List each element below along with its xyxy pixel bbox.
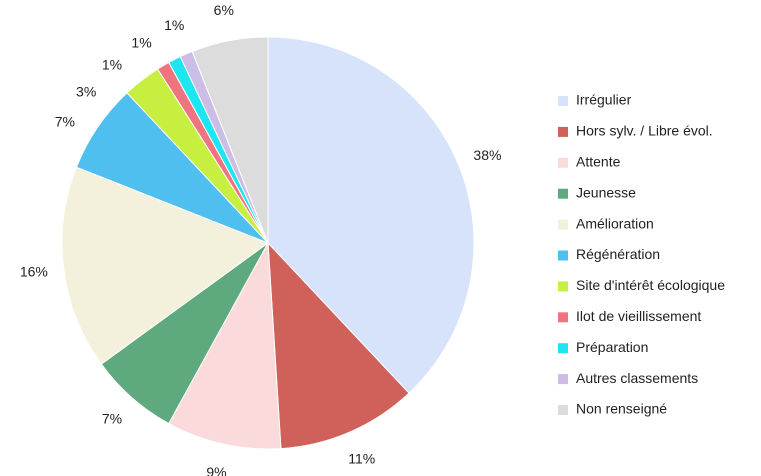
pie-slice: [61, 166, 270, 365]
data-label: 1%: [102, 57, 122, 73]
legend-label: Autres classements: [576, 370, 698, 386]
legend-swatch: [558, 126, 568, 137]
legend-swatch: [558, 312, 568, 323]
legend-swatch: [558, 250, 568, 261]
data-label: 11%: [348, 450, 375, 466]
pie-slice: [267, 241, 410, 450]
legend-swatch: [558, 188, 568, 199]
legend-label: Amélioration: [576, 215, 654, 231]
data-label: 3%: [76, 83, 96, 99]
data-label: 1%: [131, 34, 151, 50]
pie-slice: [191, 36, 269, 244]
data-label: 9%: [206, 464, 226, 476]
legend-swatch: [558, 96, 568, 106]
pie-slice: [168, 241, 282, 450]
legend-label: Site d'intérêt écologique: [576, 277, 725, 293]
legend-swatch: [558, 405, 568, 415]
data-label: 6%: [214, 2, 234, 18]
legend-swatch: [558, 374, 568, 385]
data-label: 7%: [55, 114, 75, 130]
data-label: 1%: [164, 17, 184, 33]
legend-label: Régénération: [576, 246, 660, 262]
legend-label: Ilot de vieillissement: [576, 308, 701, 324]
legend-swatch: [558, 343, 568, 354]
legend-label: Préparation: [576, 339, 648, 355]
data-label: 7%: [102, 411, 122, 427]
data-label: 38%: [473, 147, 501, 163]
legend-label: Jeunesse: [576, 184, 636, 200]
legend-swatch: [558, 281, 568, 292]
legend-label: Irrégulier: [576, 92, 632, 108]
legend-swatch: [558, 219, 568, 230]
legend-label: Hors sylv. / Libre évol.: [576, 123, 713, 139]
data-label: 16%: [20, 263, 48, 279]
legend-swatch: [558, 157, 568, 168]
legend-label: Non renseigné: [576, 401, 667, 417]
legend-label: Attente: [576, 154, 621, 170]
pie-slice: [267, 36, 475, 394]
